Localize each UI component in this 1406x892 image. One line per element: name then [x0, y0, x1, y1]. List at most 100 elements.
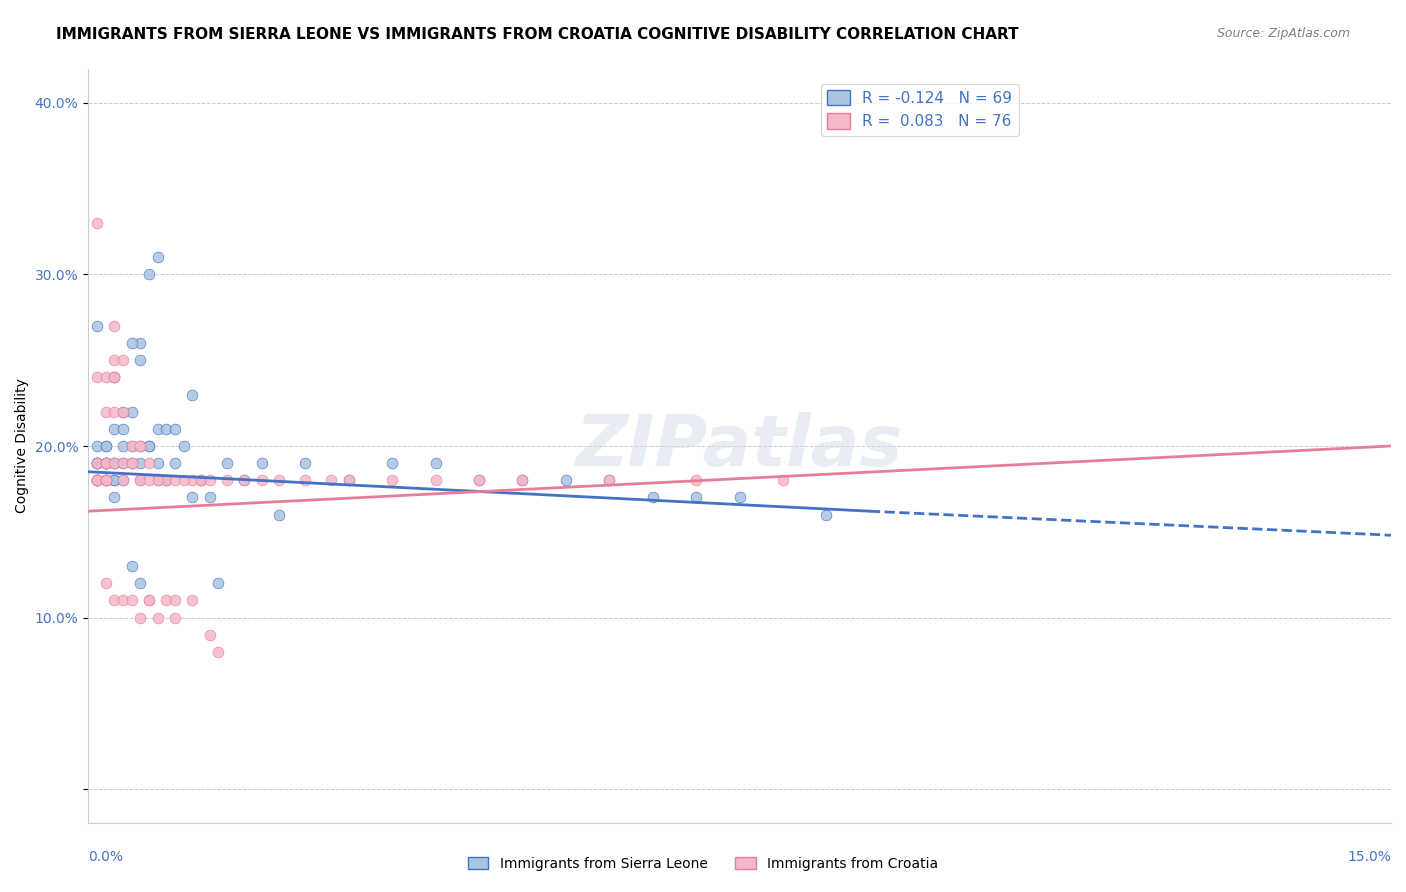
Point [121, 405, 143, 419]
Point [146, 473, 169, 487]
Point [111, 405, 134, 419]
Point [103, 456, 125, 470]
Point [86, 456, 108, 470]
Point [146, 610, 169, 624]
Text: Source: ZipAtlas.com: Source: ZipAtlas.com [1216, 27, 1350, 40]
Text: IMMIGRANTS FROM SIERRA LEONE VS IMMIGRANTS FROM CROATIA COGNITIVE DISABILITY COR: IMMIGRANTS FROM SIERRA LEONE VS IMMIGRAN… [56, 27, 1019, 42]
Point [86, 473, 108, 487]
Point [598, 473, 620, 487]
Point [138, 439, 160, 453]
Point [685, 473, 707, 487]
Point [138, 473, 160, 487]
Point [181, 491, 204, 505]
Point [207, 576, 229, 591]
Point [111, 353, 134, 368]
Point [94, 456, 117, 470]
Point [468, 473, 491, 487]
Point [217, 473, 239, 487]
Point [94, 576, 117, 591]
Point [163, 610, 186, 624]
Point [685, 491, 707, 505]
Point [121, 439, 143, 453]
Point [103, 405, 125, 419]
Point [129, 353, 152, 368]
Point [103, 593, 125, 607]
Point [138, 456, 160, 470]
Point [163, 456, 186, 470]
Point [94, 456, 117, 470]
Point [173, 439, 195, 453]
Point [94, 439, 117, 453]
Point [94, 473, 117, 487]
Point [86, 456, 108, 470]
Point [146, 456, 169, 470]
Point [294, 456, 316, 470]
Text: 15.0%: 15.0% [1347, 850, 1391, 864]
Point [772, 473, 794, 487]
Point [554, 473, 576, 487]
Point [86, 439, 108, 453]
Point [294, 473, 316, 487]
Point [111, 422, 134, 436]
Text: 0.0%: 0.0% [89, 850, 124, 864]
Text: ZIPatlas: ZIPatlas [576, 411, 903, 481]
Point [129, 576, 152, 591]
Legend: R = -0.124   N = 69, R =  0.083   N = 76: R = -0.124 N = 69, R = 0.083 N = 76 [821, 84, 1018, 136]
Point [512, 473, 534, 487]
Point [146, 473, 169, 487]
Point [86, 473, 108, 487]
Point [86, 473, 108, 487]
Point [103, 422, 125, 436]
Point [121, 456, 143, 470]
Point [512, 473, 534, 487]
Point [146, 250, 169, 264]
Point [190, 473, 212, 487]
Point [103, 353, 125, 368]
Point [728, 491, 751, 505]
Point [94, 473, 117, 487]
Point [86, 456, 108, 470]
Point [94, 405, 117, 419]
Point [94, 473, 117, 487]
Point [121, 593, 143, 607]
Point [198, 473, 221, 487]
Point [181, 387, 204, 401]
Point [146, 473, 169, 487]
Point [111, 473, 134, 487]
Point [598, 473, 620, 487]
Point [111, 456, 134, 470]
Point [86, 473, 108, 487]
Point [103, 318, 125, 333]
Point [181, 473, 204, 487]
Point [129, 610, 152, 624]
Point [163, 422, 186, 436]
Point [94, 456, 117, 470]
Point [94, 439, 117, 453]
Point [129, 336, 152, 351]
Point [250, 456, 273, 470]
Point [129, 439, 152, 453]
Point [138, 593, 160, 607]
Point [94, 473, 117, 487]
Point [86, 216, 108, 230]
Point [468, 473, 491, 487]
Point [121, 439, 143, 453]
Point [190, 473, 212, 487]
Point [425, 473, 447, 487]
Point [103, 491, 125, 505]
Point [129, 439, 152, 453]
Point [86, 473, 108, 487]
Point [103, 370, 125, 384]
Point [198, 491, 221, 505]
Point [138, 268, 160, 282]
Point [641, 491, 664, 505]
Point [94, 473, 117, 487]
Point [111, 405, 134, 419]
Point [815, 508, 838, 522]
Point [103, 456, 125, 470]
Point [173, 473, 195, 487]
Point [86, 456, 108, 470]
Point [86, 318, 108, 333]
Point [381, 473, 404, 487]
Point [111, 456, 134, 470]
